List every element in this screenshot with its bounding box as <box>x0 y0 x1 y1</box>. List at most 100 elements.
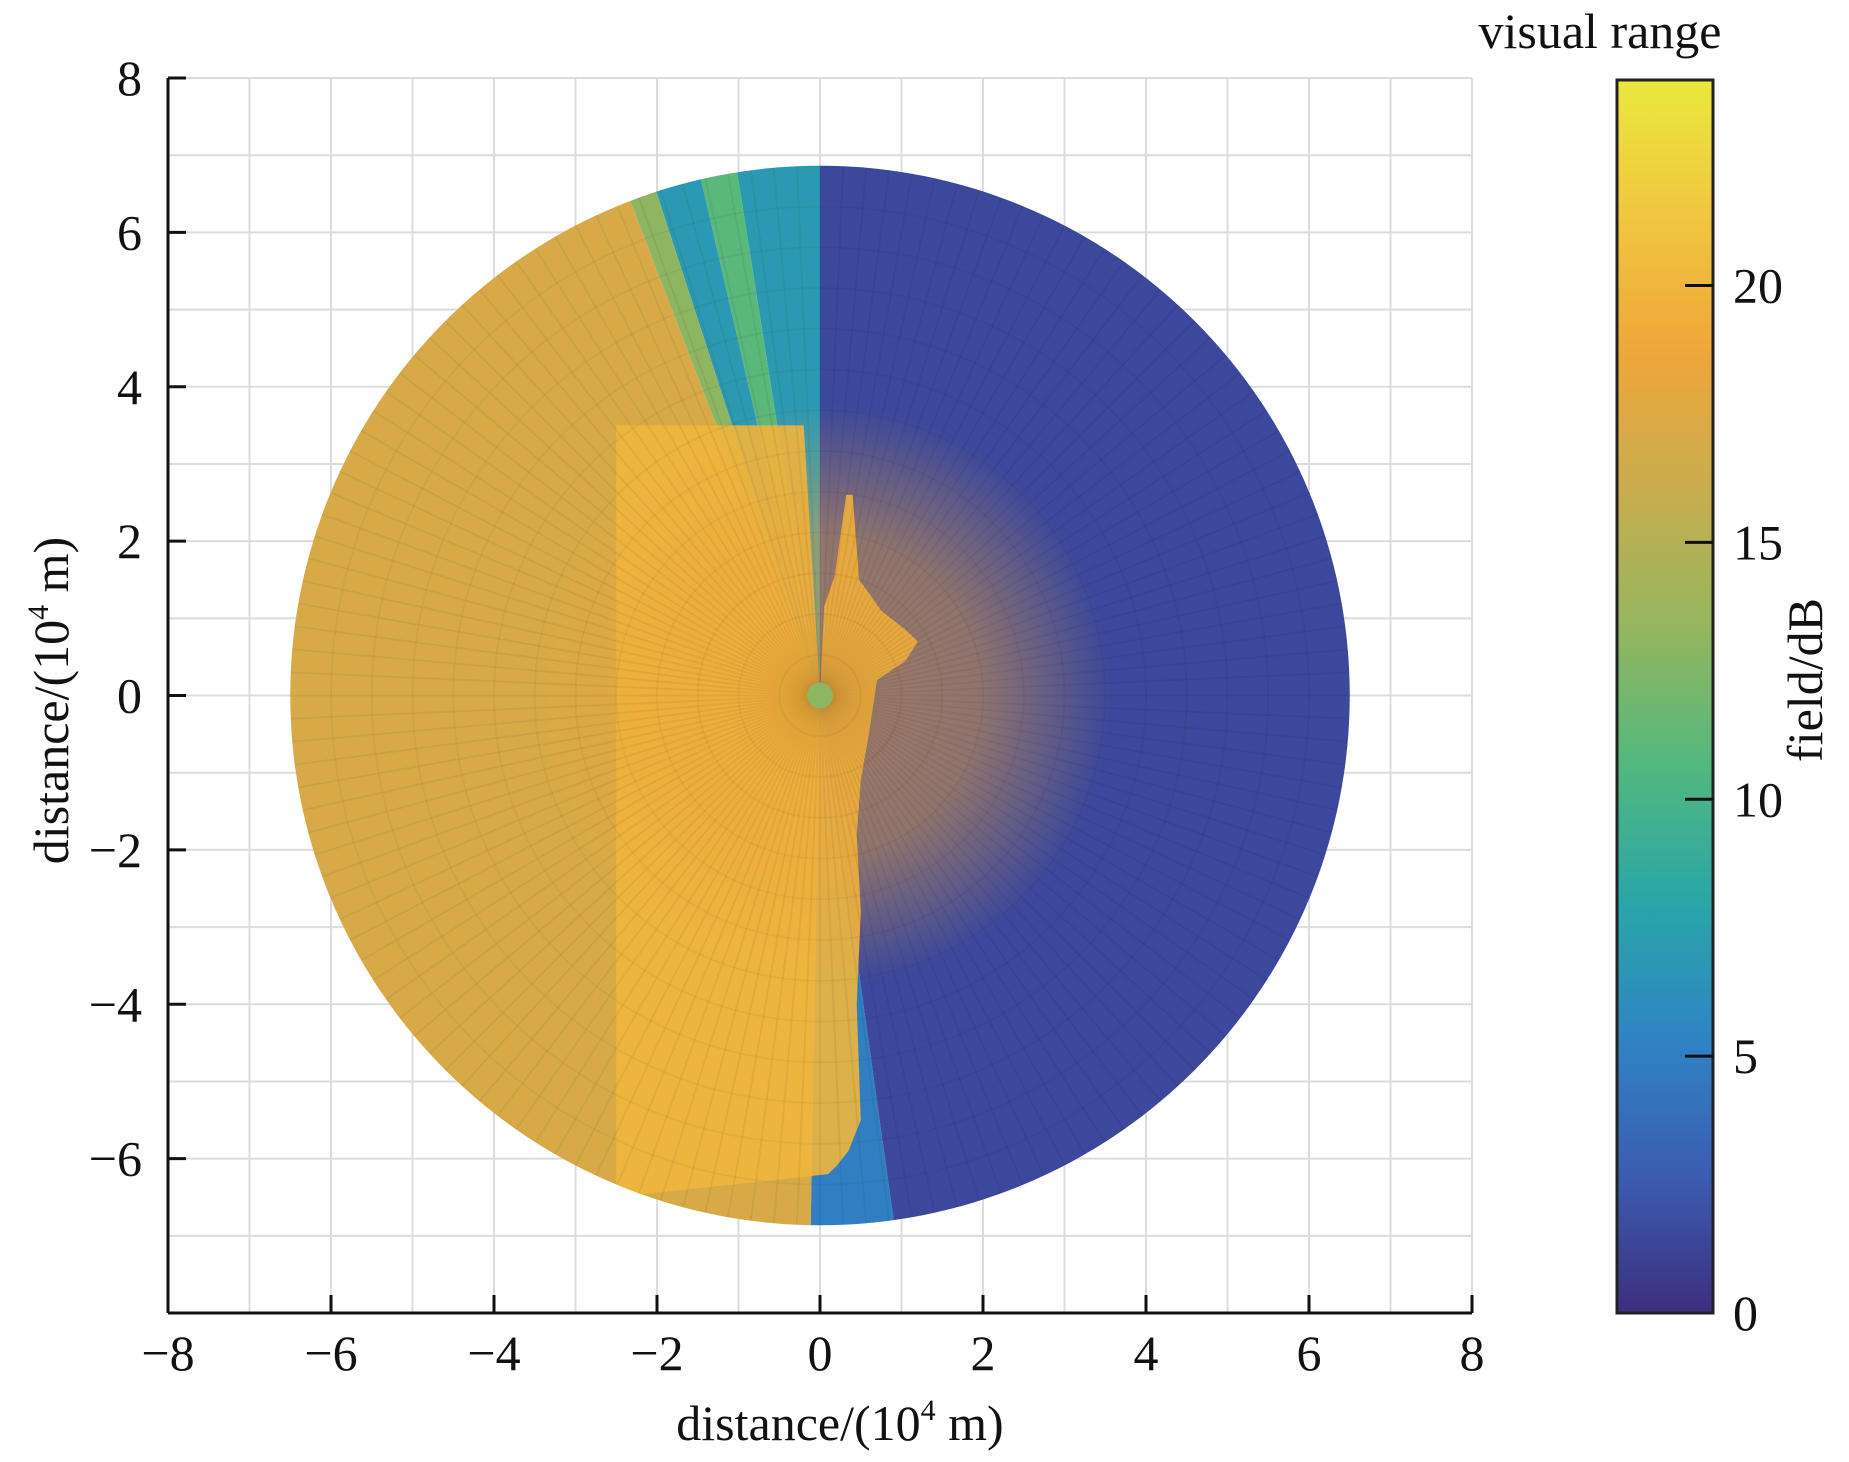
coverage-ray <box>292 694 821 743</box>
x-tick-label: 0 <box>808 1325 833 1381</box>
coverage-ray <box>515 260 821 697</box>
coverage-ray <box>292 648 821 697</box>
coverage-ray <box>819 289 1162 697</box>
coverage-ray <box>314 535 821 697</box>
x-tick-label: 8 <box>1460 1325 1485 1381</box>
coverage-ray <box>819 695 1066 1166</box>
y-axis-title: distance/(104 m) <box>22 537 79 864</box>
coverage-ray <box>302 694 821 812</box>
coverage-ray <box>819 214 1045 696</box>
coverage-ring <box>615 490 1025 901</box>
coverage-ring <box>493 368 1147 1023</box>
coverage-map <box>290 165 1350 1226</box>
transmitter-marker <box>807 682 833 709</box>
coverage-ray <box>478 694 821 1102</box>
coverage-ray <box>819 694 1280 962</box>
coverage-ray <box>819 372 1241 697</box>
coverage-ray <box>534 694 821 1143</box>
coverage-ray <box>819 557 1332 697</box>
coverage-ray <box>819 694 1212 1055</box>
coverage-ray <box>819 535 1326 697</box>
coverage-ray <box>294 694 821 766</box>
coverage-ray <box>681 695 821 1208</box>
y-axis-ticks: −6 −4 −2 0 2 4 6 8 <box>89 50 186 1187</box>
coverage-ray <box>819 694 1179 1087</box>
coverage-ray <box>360 429 821 697</box>
coverage-ray <box>795 695 821 1225</box>
coverage-ray <box>290 694 821 720</box>
coverage-ray <box>290 671 821 697</box>
coverage-ray <box>819 183 959 696</box>
x-tick-label: −8 <box>141 1325 194 1381</box>
coverage-ray <box>308 694 821 834</box>
plot-axes: −8 −6 −4 −2 0 2 4 6 8 −6 −4 −2 0 2 4 6 8 <box>89 50 1485 1381</box>
coverage-ray <box>819 648 1348 697</box>
coverage-ray <box>574 225 821 696</box>
coverage-ring <box>656 531 984 860</box>
coverage-ray <box>819 167 868 696</box>
coverage-ray <box>819 695 1086 1155</box>
coverage-ray <box>819 236 1086 696</box>
y-tick-label: 8 <box>117 50 142 106</box>
coverage-ray <box>772 167 821 696</box>
coverage-ring <box>574 450 1066 941</box>
coverage-ray <box>819 695 868 1224</box>
coverage-ray <box>616 695 821 1186</box>
coverage-ray <box>819 695 1045 1177</box>
coverage-ray <box>428 336 821 697</box>
coverage-ray <box>819 694 1144 1117</box>
coverage-ray <box>534 248 821 697</box>
coverage-ray <box>819 694 1319 878</box>
coverage-ray <box>819 695 1003 1194</box>
coverage-ray <box>819 694 1162 1102</box>
coverage-sectors <box>290 165 1350 1226</box>
x-tick-label: −4 <box>467 1325 520 1381</box>
coverage-ray <box>727 173 821 696</box>
coverage-ray <box>339 694 821 921</box>
coverage-ray <box>554 695 821 1155</box>
coverage-ray <box>819 694 1106 1143</box>
coverage-ray <box>413 354 821 697</box>
coverage-ray <box>819 320 1196 697</box>
coverage-ray <box>637 695 821 1194</box>
coverage-ray <box>349 694 821 941</box>
coverage-ray <box>360 694 821 962</box>
coverage-ray <box>461 304 821 697</box>
coverage-ray <box>461 694 821 1087</box>
coverage-ray <box>413 694 821 1037</box>
coverage-ray <box>659 695 821 1202</box>
coverage-ray <box>819 274 1144 697</box>
coverage-ray <box>349 450 821 697</box>
coverage-ray <box>298 694 821 789</box>
coverage-ray <box>819 429 1280 697</box>
coverage-ray <box>819 225 1066 696</box>
coverage-ray <box>554 236 821 696</box>
colorbar-tick-label: 5 <box>1733 1028 1758 1084</box>
coverage-ray <box>321 513 821 697</box>
coverage-ray <box>819 390 1255 697</box>
coverage-ray <box>819 625 1346 697</box>
coverage-ray <box>819 694 1346 766</box>
coverage-ray <box>819 513 1319 697</box>
coverage-ray <box>795 166 821 696</box>
coverage-ray <box>321 694 821 878</box>
x-tick-label: −2 <box>630 1325 683 1381</box>
coverage-ray <box>819 248 1106 697</box>
coverage-ray <box>704 178 821 696</box>
coverage-ray <box>308 557 821 697</box>
coverage-ray <box>330 491 821 697</box>
colorbar-title: visual range <box>1479 3 1722 59</box>
x-axis-ticks: −8 −6 −4 −2 0 2 4 6 8 <box>141 1295 1485 1381</box>
coverage-ray <box>819 694 1196 1071</box>
coverage-ray <box>385 694 821 1001</box>
coverage-ray <box>819 695 1024 1186</box>
coverage-ray <box>819 694 1255 1001</box>
coverage-ray <box>819 695 891 1221</box>
coverage-ray <box>637 197 821 696</box>
coverage-ray <box>819 694 1332 834</box>
coverage-ray <box>819 694 1241 1019</box>
coverage-ray <box>595 214 821 696</box>
coverage-ray <box>294 625 821 697</box>
coverage-ray <box>616 205 821 696</box>
